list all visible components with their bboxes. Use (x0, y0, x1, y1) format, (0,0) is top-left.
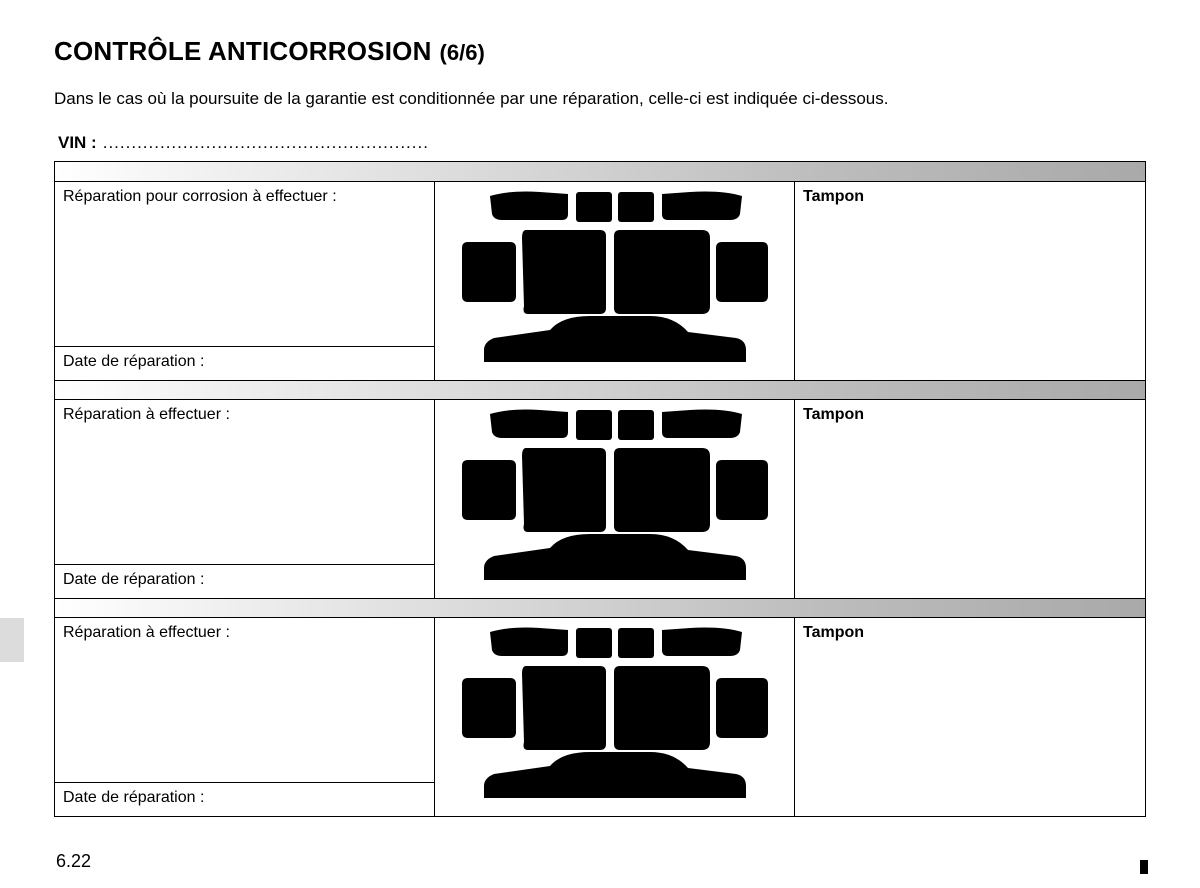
vin-fill-dots: ........................................… (103, 133, 429, 153)
vehicle-diagram-cell (435, 182, 795, 380)
separator-bar (55, 380, 1145, 400)
separator-bar (55, 598, 1145, 618)
stamp-label: Tampon (795, 400, 1145, 598)
vehicle-diagram-cell (435, 618, 795, 816)
page-number: 6.22 (56, 851, 91, 872)
repair-date-label: Date de réparation : (55, 782, 434, 816)
car-panels-icon (450, 404, 780, 594)
vin-row: VIN : ..................................… (54, 133, 1146, 153)
repair-row: Réparation à effectuer : Date de réparat… (55, 618, 1145, 816)
repair-label: Réparation à effectuer : (55, 400, 434, 564)
car-panels-icon (450, 186, 780, 376)
stamp-label: Tampon (795, 182, 1145, 380)
car-panels-icon (450, 622, 780, 812)
repair-date-label: Date de réparation : (55, 346, 434, 380)
manual-page: CONTRÔLE ANTICORROSION (6/6) Dans le cas… (0, 0, 1200, 888)
intro-text: Dans le cas où la poursuite de la garant… (54, 89, 1146, 109)
separator-bar (55, 162, 1145, 182)
form-table: Réparation pour corrosion à effectuer : … (54, 161, 1146, 817)
repair-row: Réparation pour corrosion à effectuer : … (55, 182, 1145, 380)
repair-row: Réparation à effectuer : Date de réparat… (55, 400, 1145, 598)
section-tab (0, 618, 24, 662)
page-title: CONTRÔLE ANTICORROSION (54, 36, 432, 67)
stamp-label: Tampon (795, 618, 1145, 816)
repair-label: Réparation pour corrosion à effectuer : (55, 182, 434, 346)
vehicle-diagram-cell (435, 400, 795, 598)
repair-info-col: Réparation à effectuer : Date de réparat… (55, 618, 435, 816)
title-row: CONTRÔLE ANTICORROSION (6/6) (54, 36, 1146, 67)
end-mark-icon (1140, 860, 1148, 874)
page-indicator: (6/6) (440, 40, 485, 66)
repair-info-col: Réparation à effectuer : Date de réparat… (55, 400, 435, 598)
repair-label: Réparation à effectuer : (55, 618, 434, 782)
repair-info-col: Réparation pour corrosion à effectuer : … (55, 182, 435, 380)
vin-label: VIN : (58, 133, 97, 153)
repair-date-label: Date de réparation : (55, 564, 434, 598)
